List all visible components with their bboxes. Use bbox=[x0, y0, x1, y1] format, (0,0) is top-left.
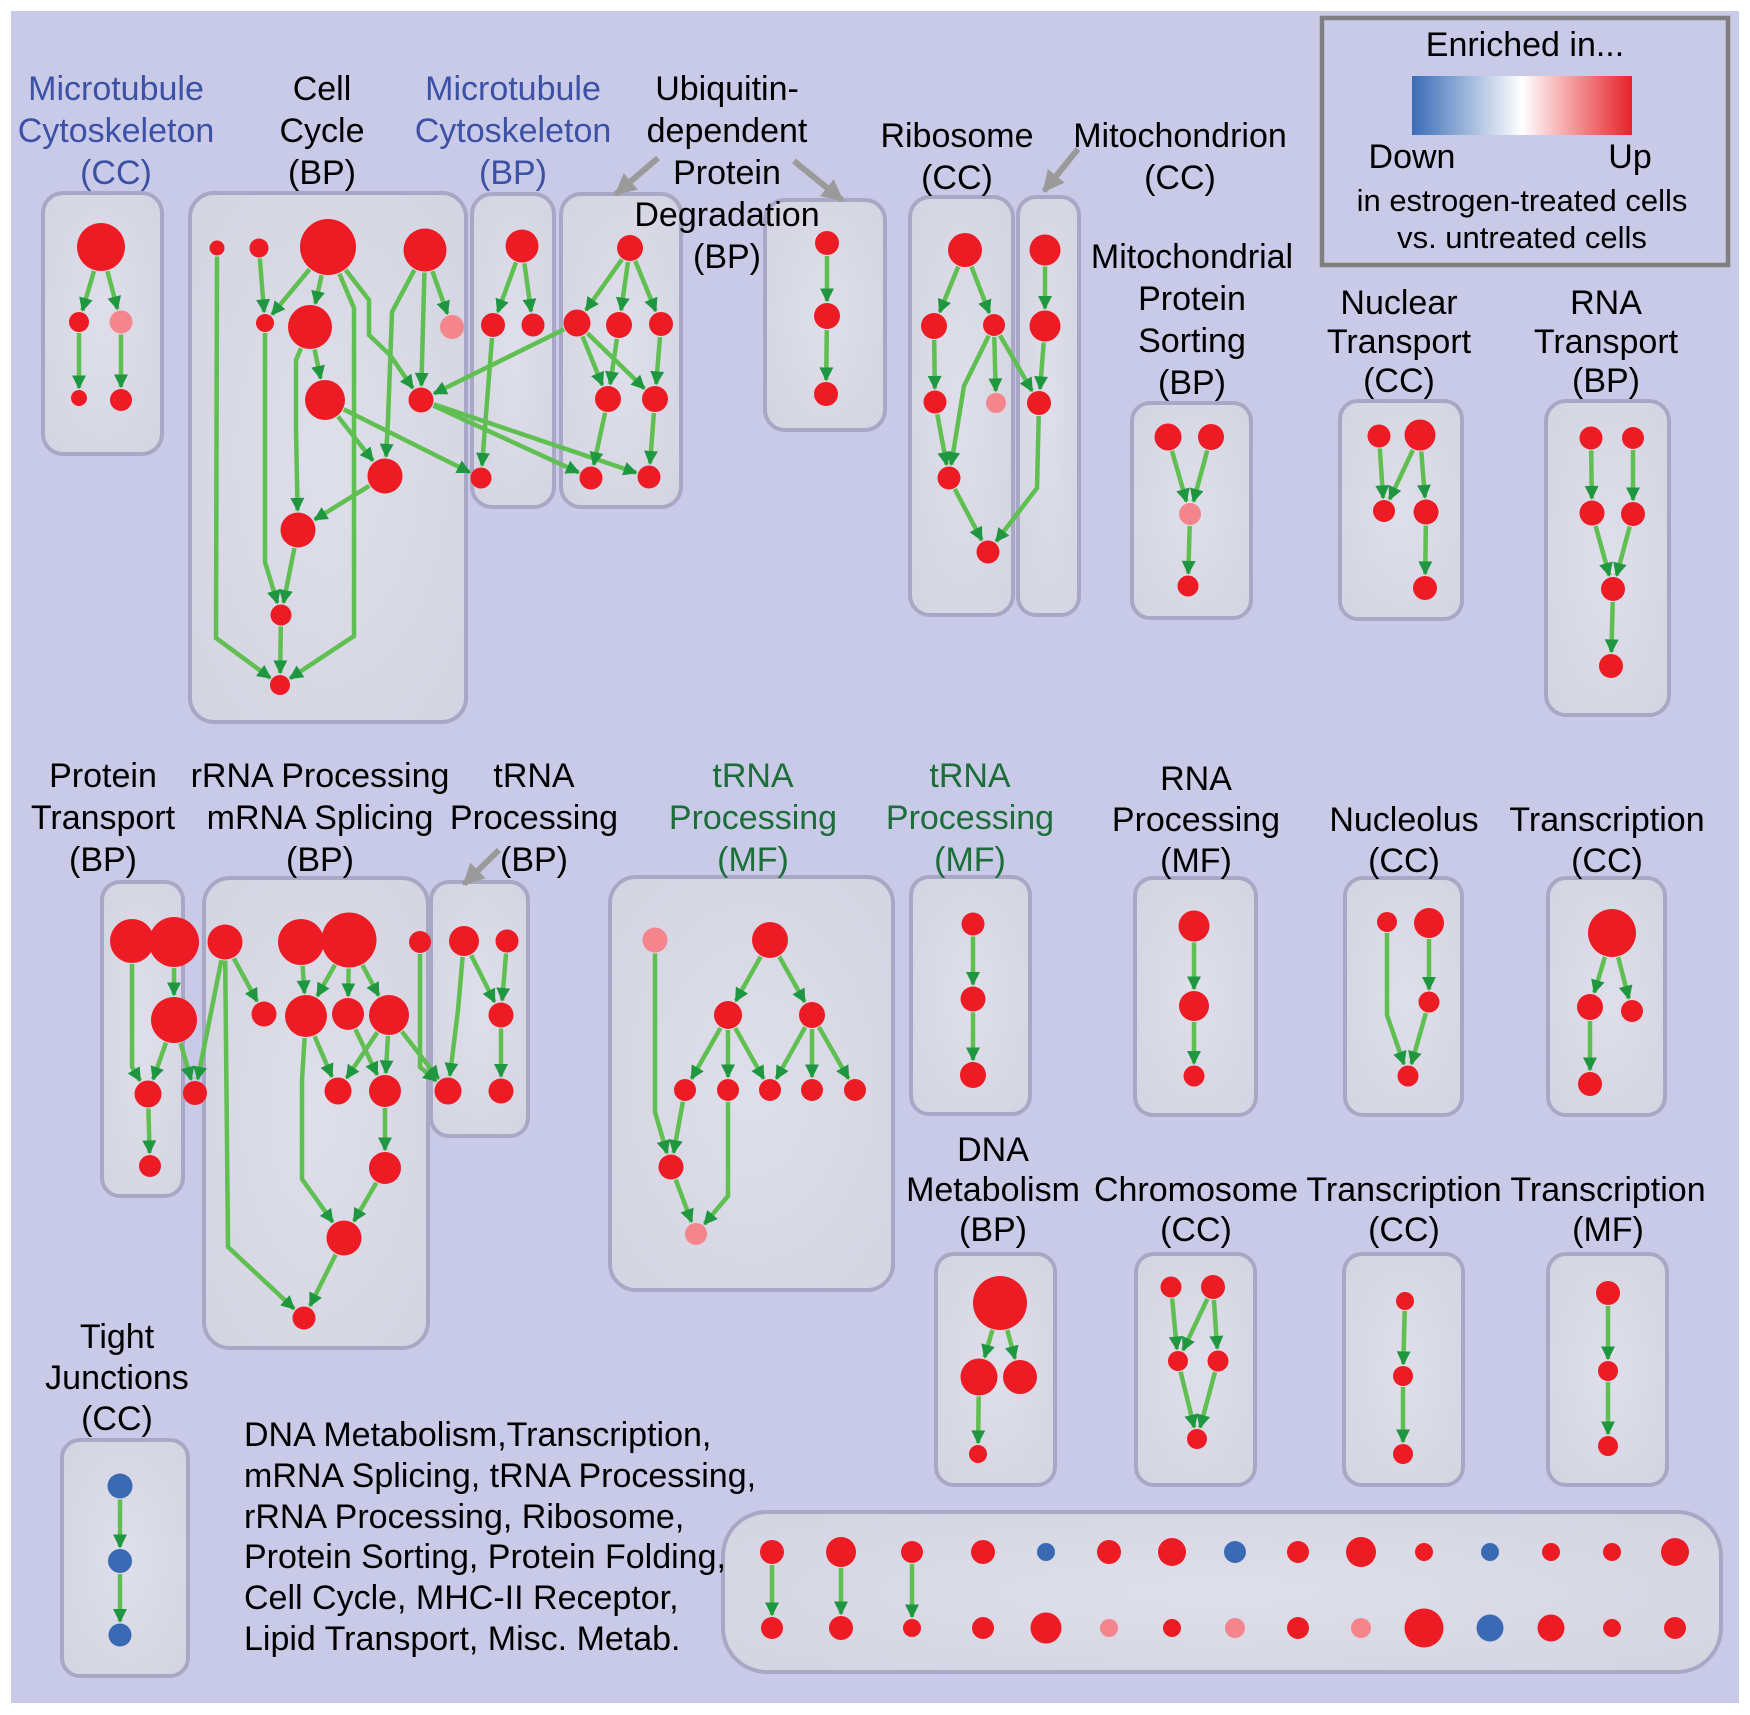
svg-text:Processing: Processing bbox=[450, 799, 618, 837]
svg-text:Microtubule: Microtubule bbox=[28, 70, 204, 108]
svg-text:(BP): (BP) bbox=[500, 841, 568, 879]
svg-text:Cell Cycle, MHC-II Receptor,: Cell Cycle, MHC-II Receptor, bbox=[244, 1579, 679, 1617]
svg-text:Cytoskeleton: Cytoskeleton bbox=[415, 112, 612, 150]
svg-text:Up: Up bbox=[1608, 138, 1651, 176]
svg-text:DNA: DNA bbox=[957, 1131, 1029, 1169]
svg-text:Processing: Processing bbox=[886, 799, 1054, 837]
svg-text:Processing: Processing bbox=[669, 799, 837, 837]
svg-text:Cell: Cell bbox=[293, 70, 352, 108]
svg-text:(MF): (MF) bbox=[934, 841, 1006, 879]
svg-text:Mitochondrion: Mitochondrion bbox=[1073, 117, 1287, 155]
svg-text:Sorting: Sorting bbox=[1138, 322, 1246, 360]
svg-text:(BP): (BP) bbox=[479, 154, 547, 192]
svg-text:Protein: Protein bbox=[1138, 280, 1246, 318]
svg-text:Transport: Transport bbox=[1327, 323, 1472, 361]
svg-text:Enriched in...: Enriched in... bbox=[1426, 26, 1624, 64]
svg-text:Degradation: Degradation bbox=[634, 196, 819, 234]
svg-text:Down: Down bbox=[1369, 138, 1456, 176]
svg-text:Transcription: Transcription bbox=[1306, 1171, 1501, 1209]
svg-text:Microtubule: Microtubule bbox=[425, 70, 601, 108]
svg-text:(CC): (CC) bbox=[1144, 159, 1216, 197]
svg-text:(BP): (BP) bbox=[69, 841, 137, 879]
svg-text:DNA Metabolism,Transcription,: DNA Metabolism,Transcription, bbox=[244, 1416, 711, 1454]
svg-text:(BP): (BP) bbox=[1158, 364, 1226, 402]
svg-text:Cytoskeleton: Cytoskeleton bbox=[18, 112, 215, 150]
svg-text:Ubiquitin-: Ubiquitin- bbox=[655, 70, 799, 108]
svg-text:Junctions: Junctions bbox=[45, 1359, 189, 1397]
svg-text:(BP): (BP) bbox=[693, 238, 761, 276]
svg-text:Protein: Protein bbox=[49, 757, 157, 795]
svg-text:Chromosome: Chromosome bbox=[1094, 1171, 1298, 1209]
svg-text:(CC): (CC) bbox=[921, 159, 993, 197]
svg-text:Transcription: Transcription bbox=[1510, 1171, 1705, 1209]
svg-text:tRNA: tRNA bbox=[712, 757, 794, 795]
svg-text:Ribosome: Ribosome bbox=[880, 117, 1033, 155]
svg-text:(CC): (CC) bbox=[1160, 1211, 1232, 1249]
svg-text:Transport: Transport bbox=[31, 799, 176, 837]
svg-text:(CC): (CC) bbox=[1363, 362, 1435, 400]
svg-text:(MF): (MF) bbox=[1572, 1211, 1644, 1249]
svg-text:(CC): (CC) bbox=[1368, 1211, 1440, 1249]
svg-text:(MF): (MF) bbox=[717, 841, 789, 879]
svg-text:tRNA: tRNA bbox=[493, 757, 575, 795]
svg-text:(CC): (CC) bbox=[1571, 842, 1643, 880]
svg-text:(CC): (CC) bbox=[81, 1400, 153, 1438]
svg-text:Tight: Tight bbox=[80, 1318, 155, 1356]
svg-text:rRNA Processing, Ribosome,: rRNA Processing, Ribosome, bbox=[244, 1498, 684, 1536]
svg-text:tRNA: tRNA bbox=[929, 757, 1011, 795]
svg-text:dependent: dependent bbox=[647, 112, 808, 150]
svg-text:Protein Sorting, Protein Foldi: Protein Sorting, Protein Folding, bbox=[244, 1538, 726, 1576]
svg-text:Nucleolus: Nucleolus bbox=[1329, 801, 1478, 839]
svg-text:(BP): (BP) bbox=[288, 154, 356, 192]
svg-text:(BP): (BP) bbox=[959, 1211, 1027, 1249]
svg-text:Nuclear: Nuclear bbox=[1340, 284, 1457, 322]
svg-text:in estrogen-treated cells: in estrogen-treated cells bbox=[1357, 183, 1688, 218]
svg-text:Transport: Transport bbox=[1534, 323, 1679, 361]
svg-text:(MF): (MF) bbox=[1160, 842, 1232, 880]
svg-text:RNA: RNA bbox=[1570, 284, 1642, 322]
svg-text:Cycle: Cycle bbox=[279, 112, 364, 150]
svg-text:vs. untreated cells: vs. untreated cells bbox=[1397, 220, 1647, 255]
svg-text:Protein: Protein bbox=[673, 154, 781, 192]
svg-text:rRNA Processing: rRNA Processing bbox=[191, 757, 450, 795]
svg-text:Mitochondrial: Mitochondrial bbox=[1091, 238, 1293, 276]
svg-text:Transcription: Transcription bbox=[1509, 801, 1704, 839]
svg-text:(CC): (CC) bbox=[1368, 842, 1440, 880]
svg-text:(BP): (BP) bbox=[286, 841, 354, 879]
svg-text:(BP): (BP) bbox=[1572, 362, 1640, 400]
svg-text:Lipid Transport, Misc. Metab.: Lipid Transport, Misc. Metab. bbox=[244, 1620, 681, 1658]
svg-text:mRNA Splicing, tRNA Processing: mRNA Splicing, tRNA Processing, bbox=[244, 1457, 756, 1495]
svg-text:RNA: RNA bbox=[1160, 760, 1232, 798]
svg-text:mRNA Splicing: mRNA Splicing bbox=[207, 799, 434, 837]
svg-text:Metabolism: Metabolism bbox=[906, 1171, 1080, 1209]
svg-text:(CC): (CC) bbox=[80, 154, 152, 192]
svg-text:Processing: Processing bbox=[1112, 801, 1280, 839]
